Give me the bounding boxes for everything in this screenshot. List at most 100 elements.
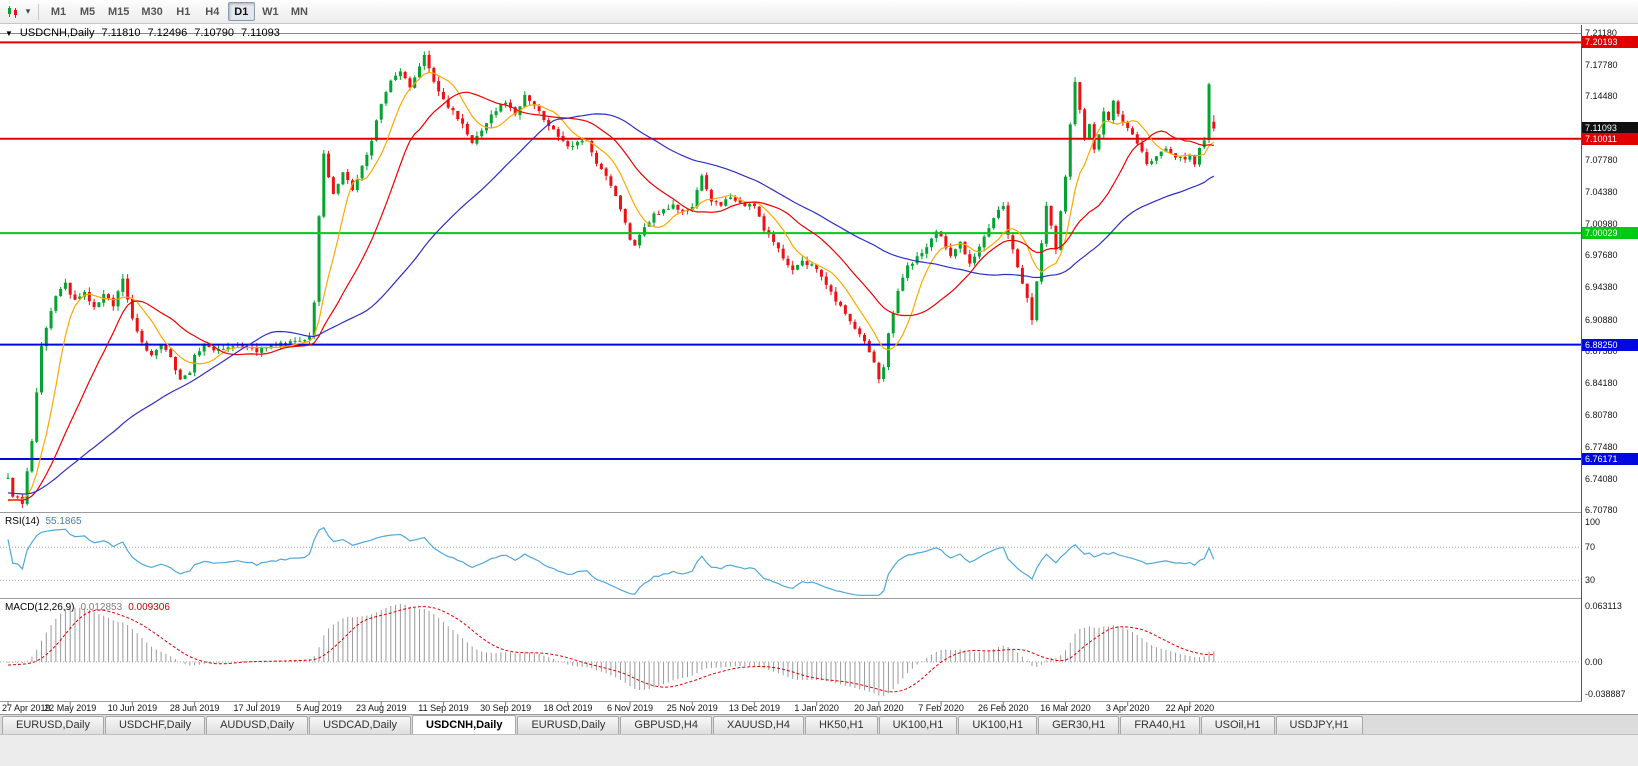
horizontal-level-lines[interactable] bbox=[0, 41, 1581, 460]
time-axis-label: 22 May 2019 bbox=[44, 703, 97, 713]
chart-tab-uk100-h1[interactable]: UK100,H1 bbox=[878, 716, 958, 734]
timeframe-button-m30[interactable]: M30 bbox=[141, 5, 163, 18]
ohlc-close: 7.11093 bbox=[240, 27, 280, 39]
time-axis-label: 10 Jun 2019 bbox=[107, 703, 158, 713]
time-axis-label: 3 Apr 2020 bbox=[1105, 703, 1150, 713]
status-bar bbox=[0, 734, 1638, 766]
price-tick-label: 6.70780 bbox=[1585, 505, 1618, 515]
price-scale[interactable]: 7.21180 7.17780 7.14480 7.07780 7.04380 7.009… bbox=[1582, 25, 1638, 714]
chart-window: ▼ USDCNH,Daily 7.11810 7.12496 7.10790 7… bbox=[0, 25, 1638, 714]
chart-tab-usdcad-daily[interactable]: USDCAD,Daily bbox=[309, 716, 412, 734]
timeframe-toolbar: M1 M5 M15 M30 H1 H4 D1 W1 MN bbox=[44, 2, 314, 21]
price-tick-label: 6.90880 bbox=[1585, 314, 1618, 325]
price-tick-label: 7.21180 bbox=[1585, 28, 1617, 38]
price-tick-label: 6.97680 bbox=[1585, 250, 1618, 261]
chart-tab-fra40-h1[interactable]: FRA40,H1 bbox=[1120, 716, 1200, 734]
macd-axis-label-bottom: -0.038887 bbox=[1585, 689, 1626, 699]
price-tick-label: 7.14480 bbox=[1585, 91, 1618, 102]
price-tag-label: 6.88250 bbox=[1582, 338, 1638, 351]
chart-tab-usdchf-daily[interactable]: USDCHF,Daily bbox=[104, 716, 206, 734]
chart-tabs-bar: EURUSD,Daily USDCHF,Daily AUDUSD,Daily USDC… bbox=[0, 714, 1638, 734]
time-axis-label: 25 Nov 2019 bbox=[666, 703, 718, 713]
time-axis[interactable]: 27 Apr 2019 22 May 2019 10 Jun 2019 28 Jun … bbox=[0, 702, 1581, 714]
timeframe-button-h1[interactable]: H1 bbox=[176, 5, 191, 18]
toolbar-separator bbox=[38, 3, 39, 20]
rsi-level-label: 30 bbox=[1585, 575, 1596, 586]
price-tag-label: 7.10011 bbox=[1582, 132, 1638, 145]
toolbar: ▾ M1 M5 M15 M30 H1 H4 D1 W1 MN bbox=[0, 0, 1638, 24]
rsi-level-label: 100 bbox=[1585, 517, 1601, 528]
timeframe-button-d1[interactable]: D1 bbox=[227, 2, 255, 21]
time-axis-label: 22 Apr 2020 bbox=[1165, 703, 1215, 713]
time-axis-label: 20 Jan 2020 bbox=[854, 703, 904, 713]
chart-tab-usdcnh-daily[interactable]: USDCNH,Daily bbox=[412, 715, 517, 734]
timeframe-button-w1[interactable]: W1 bbox=[262, 5, 279, 18]
time-axis-label: 26 Feb 2020 bbox=[977, 703, 1029, 713]
macd-axis-label-zero: 0.00 bbox=[1585, 656, 1603, 667]
timeframe-button-m5[interactable]: M5 bbox=[79, 5, 96, 18]
chart-tab-hk50-h1[interactable]: HK50,H1 bbox=[804, 716, 878, 734]
chart-tab-usdjpy-h1[interactable]: USDJPY,H1 bbox=[1275, 716, 1363, 734]
price-tick-label: 6.87580 bbox=[1585, 346, 1618, 356]
rsi-value: 55.1865 bbox=[45, 516, 82, 527]
price-tag-label: 7.20193 bbox=[1582, 36, 1638, 49]
price-tag-label: 7.11093 bbox=[1582, 122, 1638, 135]
ohlc-open: 7.11810 bbox=[101, 27, 141, 39]
time-axis-label: 1 Jan 2020 bbox=[794, 703, 839, 713]
chart-tab-usoil-h1[interactable]: USOil,H1 bbox=[1200, 716, 1275, 734]
price-tick-label: 6.84180 bbox=[1585, 378, 1618, 389]
time-axis-label: 13 Dec 2019 bbox=[728, 703, 780, 713]
timeframe-button-mn[interactable]: MN bbox=[290, 5, 308, 18]
candlestick-chart-glyph bbox=[8, 5, 17, 18]
rsi-name: RSI(14) bbox=[5, 516, 40, 527]
rsi-indicator bbox=[0, 526, 1581, 596]
price-tick-label: 6.80780 bbox=[1585, 410, 1618, 421]
dropdown-caret-icon[interactable]: ▾ bbox=[25, 6, 31, 16]
price-tick-label: 7.07780 bbox=[1585, 154, 1618, 165]
chart-tab-eurusd-daily[interactable]: EURUSD,Daily bbox=[517, 716, 620, 734]
chart-tab-gbpusd-h4[interactable]: GBPUSD,H4 bbox=[620, 716, 712, 734]
price-tick-label: 7.00980 bbox=[1585, 219, 1618, 230]
chart-tab-audusd-daily[interactable]: AUDUSD,Daily bbox=[206, 716, 309, 734]
macd-main-value: 0.012853 bbox=[80, 602, 123, 613]
macd-label: MACD(12,26,9) 0.012853 0.009306 bbox=[5, 602, 170, 613]
chart-tab-eurusd-daily[interactable]: EURUSD,Daily bbox=[2, 716, 104, 734]
timeframe-button-m15[interactable]: M15 bbox=[108, 5, 130, 18]
macd-name: MACD(12,26,9) bbox=[5, 602, 75, 613]
time-axis-label: 11 Sep 2019 bbox=[418, 703, 469, 713]
time-axis-label: 30 Sep 2019 bbox=[480, 703, 532, 713]
price-tick-label: 6.77480 bbox=[1585, 441, 1618, 452]
time-axis-label: 16 Mar 2020 bbox=[1040, 703, 1091, 713]
price-tick-label: 7.17780 bbox=[1585, 60, 1618, 71]
time-axis-label: 23 Aug 2019 bbox=[355, 703, 407, 713]
rsi-label: RSI(14) 55.1865 bbox=[5, 516, 82, 527]
chart-tab-ger30-h1[interactable]: GER30,H1 bbox=[1038, 716, 1120, 734]
chart-tab-xauusd-h4[interactable]: XAUUSD,H4 bbox=[712, 716, 804, 734]
price-tick-label: 6.94380 bbox=[1585, 281, 1618, 292]
chart-window-icon[interactable] bbox=[3, 2, 23, 22]
time-axis-label: 27 Apr 2019 bbox=[2, 703, 51, 713]
time-axis-label: 28 Jun 2019 bbox=[169, 703, 220, 713]
chart-symbol-label: USDCNH,Daily bbox=[19, 27, 95, 39]
collapse-arrow-icon[interactable]: ▼ bbox=[5, 28, 13, 38]
time-axis-label: 7 Feb 2020 bbox=[918, 703, 964, 713]
macd-indicator bbox=[0, 604, 1581, 696]
macd-signal-value: 0.009306 bbox=[128, 602, 170, 613]
time-axis-label: 6 Nov 2019 bbox=[607, 703, 654, 713]
chart-title: ▼ USDCNH,Daily 7.11810 7.12496 7.10790 7… bbox=[5, 27, 280, 39]
price-tick-label: 7.04380 bbox=[1585, 187, 1618, 197]
timeframe-button-h4[interactable]: H4 bbox=[205, 5, 220, 18]
price-tick-label: 6.74080 bbox=[1585, 473, 1618, 484]
price-tag-label: 6.76171 bbox=[1582, 452, 1638, 465]
moving-average-lines bbox=[7, 71, 1215, 502]
time-axis-label: 5 Aug 2019 bbox=[296, 703, 342, 713]
panel-borders bbox=[0, 25, 1638, 706]
ohlc-high: 7.12496 bbox=[147, 27, 188, 39]
chart-tab-uk100-h1[interactable]: UK100,H1 bbox=[958, 716, 1038, 734]
time-axis-label: 17 Jul 2019 bbox=[233, 703, 281, 713]
price-tag-label: 7.00029 bbox=[1582, 227, 1638, 240]
chart-canvas[interactable] bbox=[0, 25, 1638, 714]
timeframe-button-m1[interactable]: M1 bbox=[50, 5, 67, 18]
ohlc-low: 7.10790 bbox=[194, 27, 234, 39]
